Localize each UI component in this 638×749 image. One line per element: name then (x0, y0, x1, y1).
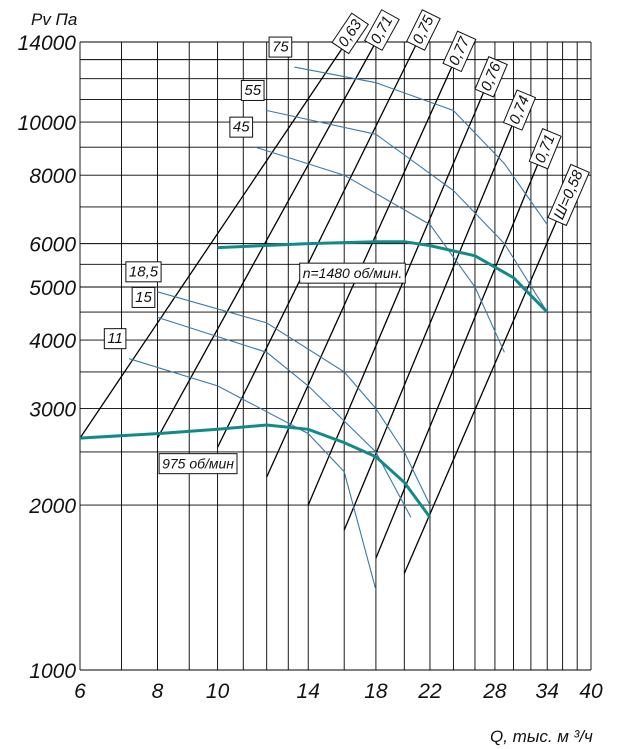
x-tick-label: 8 (152, 680, 164, 703)
rpm-curve (217, 240, 549, 314)
y-tick-label: 2000 (28, 495, 76, 518)
efficiency-line (343, 121, 515, 531)
curve-label-group: 55 (240, 79, 265, 101)
curve-label-group: 45 (229, 116, 254, 138)
label-box (442, 30, 477, 73)
label-box (547, 163, 590, 227)
curve-labels: 0,63 0,71 0,750,770,760,740,71Ш=0,58755545… (103, 9, 590, 475)
curve-label: 18,5 (129, 263, 159, 280)
y-tick-label: 1000 (29, 660, 76, 683)
y-tick-label: 14000 (18, 32, 77, 55)
curve-label: 55 (244, 82, 261, 99)
label-box (240, 79, 265, 101)
power-curve (294, 66, 548, 225)
label-box (474, 56, 508, 98)
power-curve (157, 291, 431, 506)
y-tick-label: 5000 (29, 277, 76, 300)
curve-label: 11 (107, 330, 123, 347)
y-axis-title: Pv Па (31, 10, 77, 29)
label-box (363, 9, 400, 51)
label-box (502, 89, 537, 131)
x-axis-title: Q, тыс. м ³/ч (490, 727, 593, 746)
curve-label-group: 0,76 (474, 56, 508, 98)
curve-label-group: 75 (268, 36, 293, 58)
label-box (158, 453, 238, 475)
efficiency-line (307, 88, 486, 506)
y-tick-label: 3000 (29, 399, 76, 422)
curve-label: 45 (233, 119, 250, 136)
x-tick-label: 6 (74, 680, 86, 703)
curve-label-group: 0,63 (331, 12, 370, 55)
x-tick-label: 18 (364, 680, 388, 703)
power-curve (157, 316, 412, 518)
efficiency-lines (79, 41, 564, 574)
rpm-curves (79, 240, 549, 519)
label-box (299, 262, 406, 284)
label-box (331, 12, 370, 55)
label-box (103, 328, 127, 350)
label-box (406, 9, 441, 51)
efficiency-line (79, 45, 345, 439)
efficiency-line (375, 160, 540, 559)
x-tick-label: 22 (417, 680, 442, 703)
power-curve (255, 146, 505, 353)
curve-label-group: 0,77 (442, 30, 477, 73)
curve-label-group: 11 (103, 328, 127, 350)
tick-labels: 1000 2000 3000 4000 5000 6000 8000 10000 14000 6 8… (18, 32, 603, 703)
y-tick-label: 8000 (29, 165, 76, 188)
x-tick-label: 40 (579, 680, 603, 703)
curve-label-group: 0,75 (406, 9, 441, 51)
label-box (131, 286, 156, 308)
rpm-curve (79, 423, 432, 519)
efficiency-line (403, 206, 564, 574)
x-tick-label: 10 (206, 680, 230, 703)
label-box (528, 128, 562, 170)
curve-label-group: 0,71 (528, 128, 562, 170)
x-tick-label: 14 (297, 680, 320, 703)
curve-label-group: 975 об/мин (158, 453, 238, 475)
y-tick-label: 4000 (29, 330, 76, 353)
y-tick-label: 6000 (29, 234, 76, 257)
curve-label-group: n=1480 об/мин. (299, 262, 406, 284)
y-tick-label: 10000 (18, 112, 77, 135)
curve-label-group: 18,5 (125, 261, 162, 283)
power-curve (266, 109, 548, 313)
curve-label-group: Ш=0,58 (547, 163, 590, 227)
x-tick-label: 34 (536, 680, 559, 703)
curve-label-group: 0,71 (363, 9, 400, 51)
curve-label: 15 (135, 289, 152, 306)
grid (79, 41, 592, 671)
x-tick-label: 28 (482, 680, 507, 703)
efficiency-line (156, 41, 377, 439)
power-curves (128, 66, 548, 591)
label-box (229, 116, 254, 138)
curve-label: 75 (272, 39, 289, 56)
power-curve (128, 358, 377, 591)
label-box (268, 36, 293, 58)
curve-label: n=1480 об/мин. (303, 265, 403, 281)
label-box (125, 261, 162, 283)
curve-label: 975 об/мин (162, 456, 234, 472)
curve-label-group: 15 (131, 286, 156, 308)
